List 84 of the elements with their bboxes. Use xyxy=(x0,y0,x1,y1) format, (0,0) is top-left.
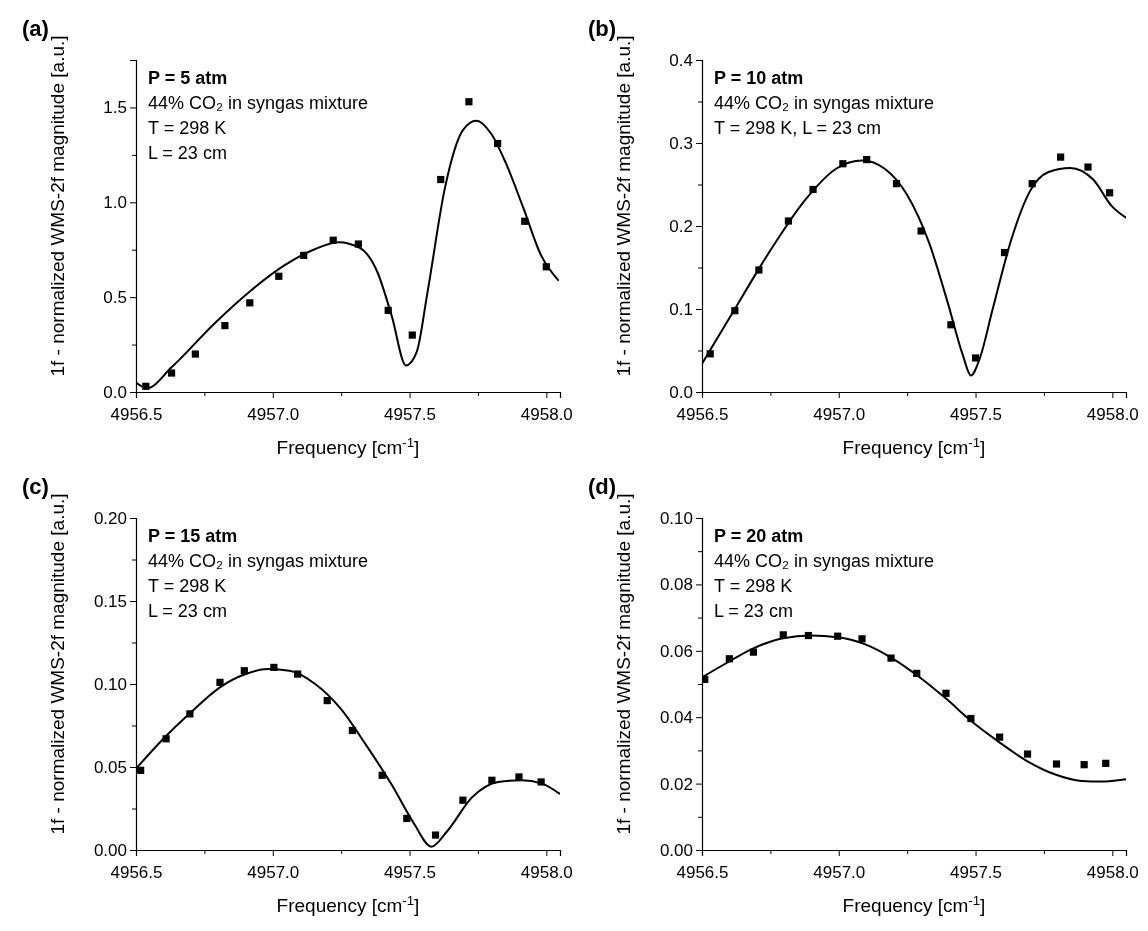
annotation: L = 23 cm xyxy=(714,601,793,621)
x-axis-title: Frequency [cm$^{-1}$] xyxy=(276,434,420,458)
y-tick-label: 0.0 xyxy=(669,382,693,402)
y-tick-label: 0.04 xyxy=(659,708,693,728)
x-axis-title: Frequency [cm$^{-1}$] xyxy=(842,892,986,916)
x-tick-label: 4956.5 xyxy=(110,404,163,424)
annotation: 44% CO₂ in syngas mixture xyxy=(148,551,369,571)
point xyxy=(137,766,145,774)
point xyxy=(465,98,473,106)
y-tick-label: 1.0 xyxy=(103,193,127,213)
y-tick-label: 0.0 xyxy=(103,382,127,402)
point xyxy=(431,831,440,839)
point xyxy=(942,689,950,697)
x-tick-label: 4956.5 xyxy=(676,404,729,424)
y-tick-label: 0.10 xyxy=(93,674,127,694)
chart-title: (c) xyxy=(22,474,49,499)
x-tick-label: 4957.5 xyxy=(950,862,1003,882)
y-tick-label: 0.08 xyxy=(659,575,693,595)
point xyxy=(1080,761,1088,769)
annotation: L = 23 cm xyxy=(148,143,227,163)
y-tick-label: 0.4 xyxy=(669,50,693,70)
point xyxy=(216,678,224,686)
annotation: P = 15 atm xyxy=(148,526,238,546)
y-tick-label: 0.10 xyxy=(659,508,693,528)
point xyxy=(459,796,467,804)
annotation: T = 298 K xyxy=(148,576,227,596)
x-tick-label: 4956.5 xyxy=(676,862,729,882)
chart-title: (b) xyxy=(588,16,617,41)
annotation: 44% CO₂ in syngas mixture xyxy=(714,93,935,113)
y-tick-label: 0.5 xyxy=(103,288,127,308)
point xyxy=(191,350,199,358)
y-tick-label: 0.06 xyxy=(659,641,693,661)
y-tick-label: 0.00 xyxy=(93,840,127,860)
point xyxy=(1057,153,1065,161)
y-tick-label: 0.3 xyxy=(669,133,693,153)
x-tick-label: 4958.0 xyxy=(520,862,573,882)
x-tick-label: 4957.0 xyxy=(247,404,300,424)
annotation: T = 298 K xyxy=(714,576,793,596)
point xyxy=(275,272,283,280)
point xyxy=(167,369,176,377)
annotation: 44% CO₂ in syngas mixture xyxy=(148,93,369,113)
annotation: P = 5 atm xyxy=(148,68,228,88)
y-axis-title: 1f - normalized WMS-2f magnitude [a.u.] xyxy=(47,493,68,835)
chart-title: (a) xyxy=(22,16,49,41)
x-tick-label: 4958.0 xyxy=(1086,862,1139,882)
y-tick-label: 0.15 xyxy=(93,591,127,611)
y-tick-label: 0.1 xyxy=(669,299,693,319)
x-axis-title: Frequency [cm$^{-1}$] xyxy=(842,434,986,458)
point xyxy=(1102,759,1110,767)
y-tick-label: 0.20 xyxy=(93,508,127,528)
x-tick-label: 4956.5 xyxy=(110,862,163,882)
y-tick-label: 1.5 xyxy=(103,98,127,118)
x-tick-label: 4957.0 xyxy=(813,862,866,882)
annotation: L = 23 cm xyxy=(148,601,227,621)
chart-title: (d) xyxy=(588,474,617,499)
point xyxy=(858,635,866,643)
annotation: P = 10 atm xyxy=(714,68,804,88)
annotation: P = 20 atm xyxy=(714,526,804,546)
point xyxy=(971,354,980,362)
x-axis-title: Frequency [cm$^{-1}$] xyxy=(276,892,420,916)
point xyxy=(246,299,254,307)
annotation: T = 298 K xyxy=(148,118,227,138)
x-tick-label: 4957.5 xyxy=(384,862,437,882)
point xyxy=(408,331,416,339)
y-axis-title: 1f - normalized WMS-2f magnitude [a.u.] xyxy=(47,35,68,377)
x-tick-label: 4957.0 xyxy=(247,862,300,882)
point xyxy=(1084,163,1092,171)
x-tick-label: 4958.0 xyxy=(520,404,573,424)
x-tick-label: 4957.5 xyxy=(384,404,437,424)
annotation: T = 298 K, L = 23 cm xyxy=(714,118,882,138)
annotation: 44% CO₂ in syngas mixture xyxy=(714,551,935,571)
y-tick-label: 0.02 xyxy=(659,774,693,794)
y-tick-label: 0.00 xyxy=(659,840,693,860)
y-tick-label: 0.05 xyxy=(93,757,127,777)
x-tick-label: 4958.0 xyxy=(1086,404,1139,424)
point xyxy=(1023,750,1032,758)
y-tick-label: 0.2 xyxy=(669,216,693,236)
point xyxy=(437,175,445,184)
point xyxy=(1105,189,1114,197)
point xyxy=(515,773,523,781)
point xyxy=(221,322,229,330)
point xyxy=(1052,760,1061,768)
x-tick-label: 4957.0 xyxy=(813,404,866,424)
x-tick-label: 4957.5 xyxy=(950,404,1003,424)
